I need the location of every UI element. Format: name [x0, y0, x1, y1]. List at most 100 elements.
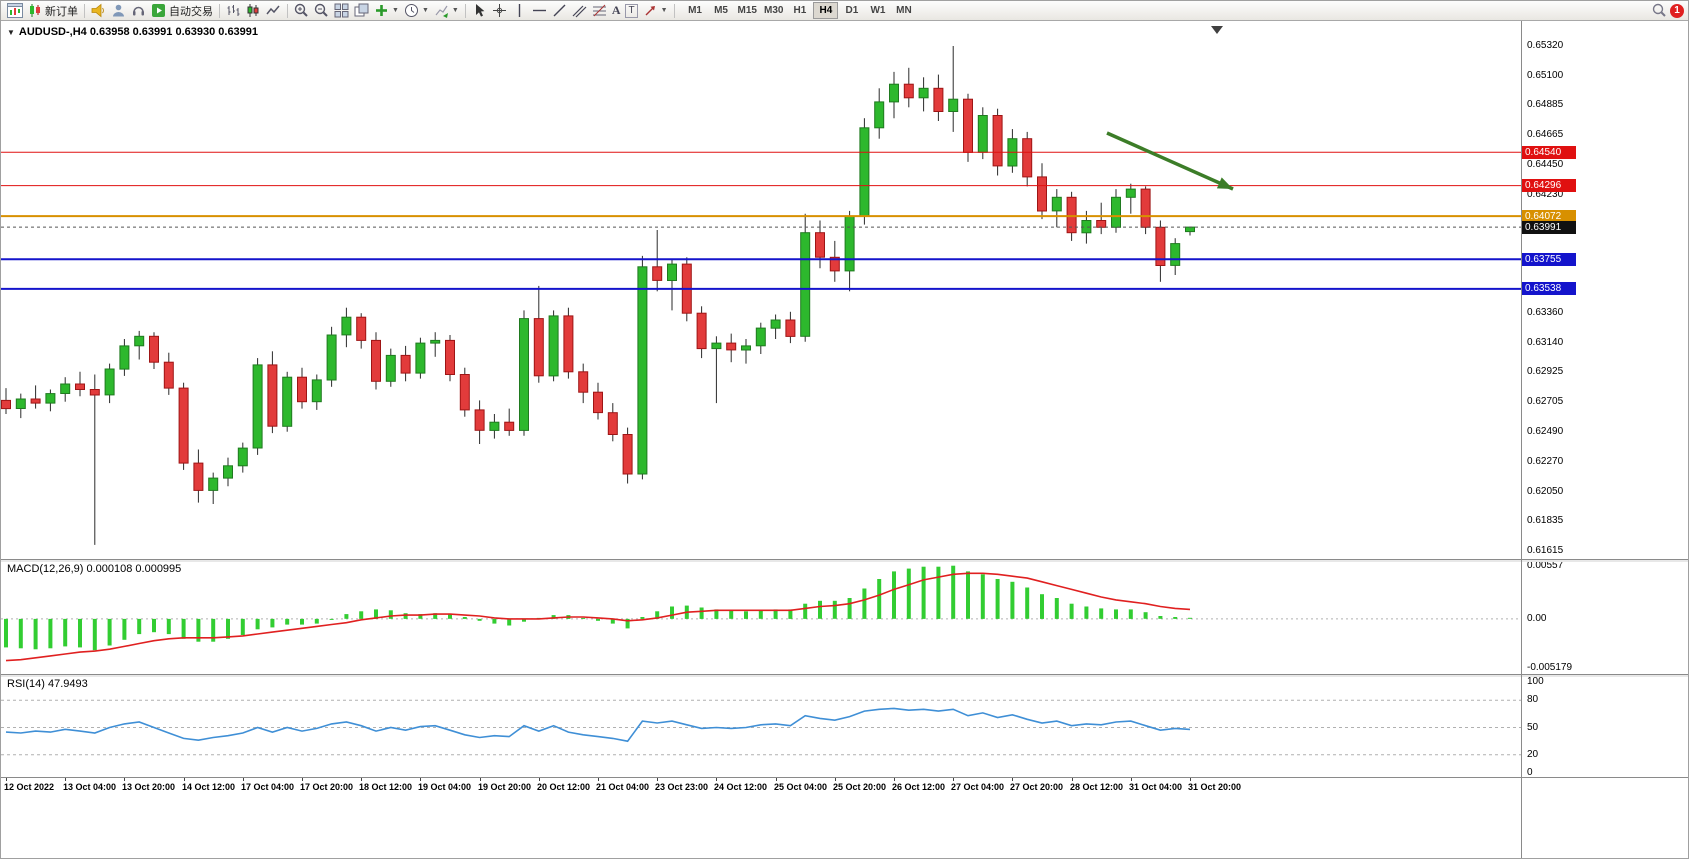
price-tag[interactable]: 0.63991 [1522, 221, 1576, 234]
tile-windows-button[interactable] [332, 2, 351, 19]
top-toolbar: 新订单 自动交易 ▼ ▼ ▼ A T ▼ M1 M5 M15 M3 [1, 1, 1688, 21]
rsi-axis: 100 80 50 20 0 [1522, 676, 1688, 778]
text-label-tool-button[interactable]: T [623, 2, 639, 19]
time-label: 21 Oct 04:00 [596, 782, 650, 792]
timeframe-d1[interactable]: D1 [845, 5, 859, 16]
macd-panel: MACD(12,26,9) 0.000108 0.000995 0.00557 0… [1, 560, 1688, 674]
time-tick [1012, 778, 1013, 781]
toolbar-separator [464, 3, 466, 18]
rsi-plot[interactable] [1, 676, 1522, 777]
time-tick [953, 778, 954, 781]
price-tag[interactable]: 0.63755 [1522, 253, 1576, 266]
support-button[interactable] [129, 2, 148, 19]
chart-expand-icon[interactable]: ▼ [7, 27, 15, 37]
zoom-out-icon [314, 3, 328, 17]
cascade-windows-button[interactable] [352, 2, 371, 19]
time-tick [243, 778, 244, 781]
rsi-label: RSI(14) 47.9493 [7, 678, 88, 690]
periods-button[interactable]: ▼ [402, 2, 431, 19]
line-chart-button[interactable] [264, 2, 283, 19]
price-tick: 0.63360 [1527, 307, 1564, 318]
profile-button[interactable] [109, 2, 128, 19]
time-axis[interactable]: 12 Oct 2022 13 Oct 04:00 13 Oct 20:00 14 Oc… [1, 777, 1688, 858]
fibonacci-tool-button[interactable] [590, 2, 609, 19]
price-tag[interactable]: 0.64296 [1522, 179, 1576, 192]
crosshair-icon [492, 4, 506, 17]
toolbar-separator [287, 3, 288, 18]
time-label: 25 Oct 20:00 [833, 782, 887, 792]
time-tick [657, 778, 658, 781]
rsi-tick: 50 [1527, 722, 1539, 733]
time-label: 13 Oct 20:00 [122, 782, 176, 792]
search-button[interactable] [1650, 2, 1669, 19]
time-label: 23 Oct 23:00 [655, 782, 709, 792]
price-axis[interactable]: 0.65320 0.65100 0.64885 0.64665 0.64450 0.642… [1522, 21, 1688, 559]
arrows-tool-button[interactable]: ▼ [641, 2, 670, 19]
time-tick [184, 778, 185, 781]
notification-badge[interactable]: 1 [1670, 3, 1684, 18]
vertical-line-icon [518, 4, 521, 17]
price-tick: 0.62705 [1527, 396, 1564, 407]
text-tool-button[interactable]: A [610, 2, 623, 19]
bar-chart-button[interactable] [224, 2, 243, 19]
headset-icon [133, 6, 144, 16]
time-tick [6, 778, 7, 781]
time-label: 17 Oct 04:00 [241, 782, 295, 792]
zoom-out-button[interactable] [312, 2, 331, 19]
trendline-tool-button[interactable] [550, 2, 569, 19]
announcement-button[interactable] [89, 2, 108, 19]
time-tick [598, 778, 599, 781]
time-tick [776, 778, 777, 781]
candle-chart-button[interactable] [244, 2, 263, 19]
time-label: 26 Oct 12:00 [892, 782, 946, 792]
dropdown-caret-icon: ▼ [421, 7, 429, 14]
chart-title-text: AUDUSD-,H4 0.63958 0.63991 0.63930 0.639… [18, 26, 259, 38]
horizontal-line-icon [532, 9, 546, 12]
price-tag[interactable]: 0.64540 [1522, 146, 1576, 159]
panel-splitter[interactable] [1, 674, 1688, 677]
zoom-in-button[interactable] [292, 2, 311, 19]
time-tick [480, 778, 481, 781]
new-order-button[interactable]: 新订单 [26, 2, 80, 19]
toolbar-separator [673, 3, 675, 18]
timeframe-h4[interactable]: H4 [813, 2, 839, 19]
timeframe-m15[interactable]: M15 [737, 5, 757, 16]
timeframe-group: M1 M5 M15 M30 H1 H4 D1 W1 MN [683, 2, 917, 19]
auto-trading-button[interactable]: 自动交易 [149, 2, 215, 19]
timeframe-w1[interactable]: W1 [870, 5, 886, 16]
timeframe-mn[interactable]: MN [896, 5, 912, 16]
price-tag[interactable]: 0.63538 [1522, 282, 1576, 295]
crosshair-tool-button[interactable] [490, 2, 509, 19]
new-order-icon [30, 4, 40, 17]
time-tick [361, 778, 362, 781]
arrow-tool-icon [645, 6, 655, 16]
new-chart-window-button[interactable] [5, 2, 25, 19]
timeframe-m1[interactable]: M1 [688, 5, 702, 16]
macd-plot[interactable] [1, 561, 1522, 674]
macd-tick: 0.00557 [1527, 560, 1564, 571]
trendline-icon [553, 4, 566, 17]
main-chart-plot[interactable] [1, 21, 1522, 559]
time-label: 18 Oct 12:00 [359, 782, 413, 792]
cursor-icon [475, 4, 485, 17]
timeframe-h1[interactable]: H1 [793, 5, 807, 16]
time-label: 24 Oct 12:00 [714, 782, 768, 792]
chart-shift-button[interactable]: ▼ [432, 2, 461, 19]
timeframe-m30[interactable]: M30 [763, 5, 784, 16]
channel-tool-button[interactable] [570, 2, 589, 19]
price-tick: 0.61615 [1527, 545, 1564, 556]
new-order-label: 新订单 [45, 5, 78, 18]
price-tag[interactable]: 0.64072 [1522, 210, 1576, 223]
horizontal-line-tool-button[interactable] [530, 2, 549, 19]
timeframe-m5[interactable]: M5 [714, 5, 728, 16]
vertical-line-tool-button[interactable] [510, 2, 529, 19]
rsi-tick: 0 [1527, 767, 1533, 778]
time-tick [1072, 778, 1073, 781]
panel-splitter[interactable] [1, 559, 1688, 562]
horn-icon [91, 3, 104, 18]
indicators-button[interactable]: ▼ [372, 2, 401, 19]
cursor-tool-button[interactable] [470, 2, 489, 19]
rsi-panel: RSI(14) 47.9493 100 80 50 20 0 [1, 676, 1688, 778]
price-tick: 0.62270 [1527, 456, 1564, 467]
price-tick: 0.62490 [1527, 426, 1564, 437]
